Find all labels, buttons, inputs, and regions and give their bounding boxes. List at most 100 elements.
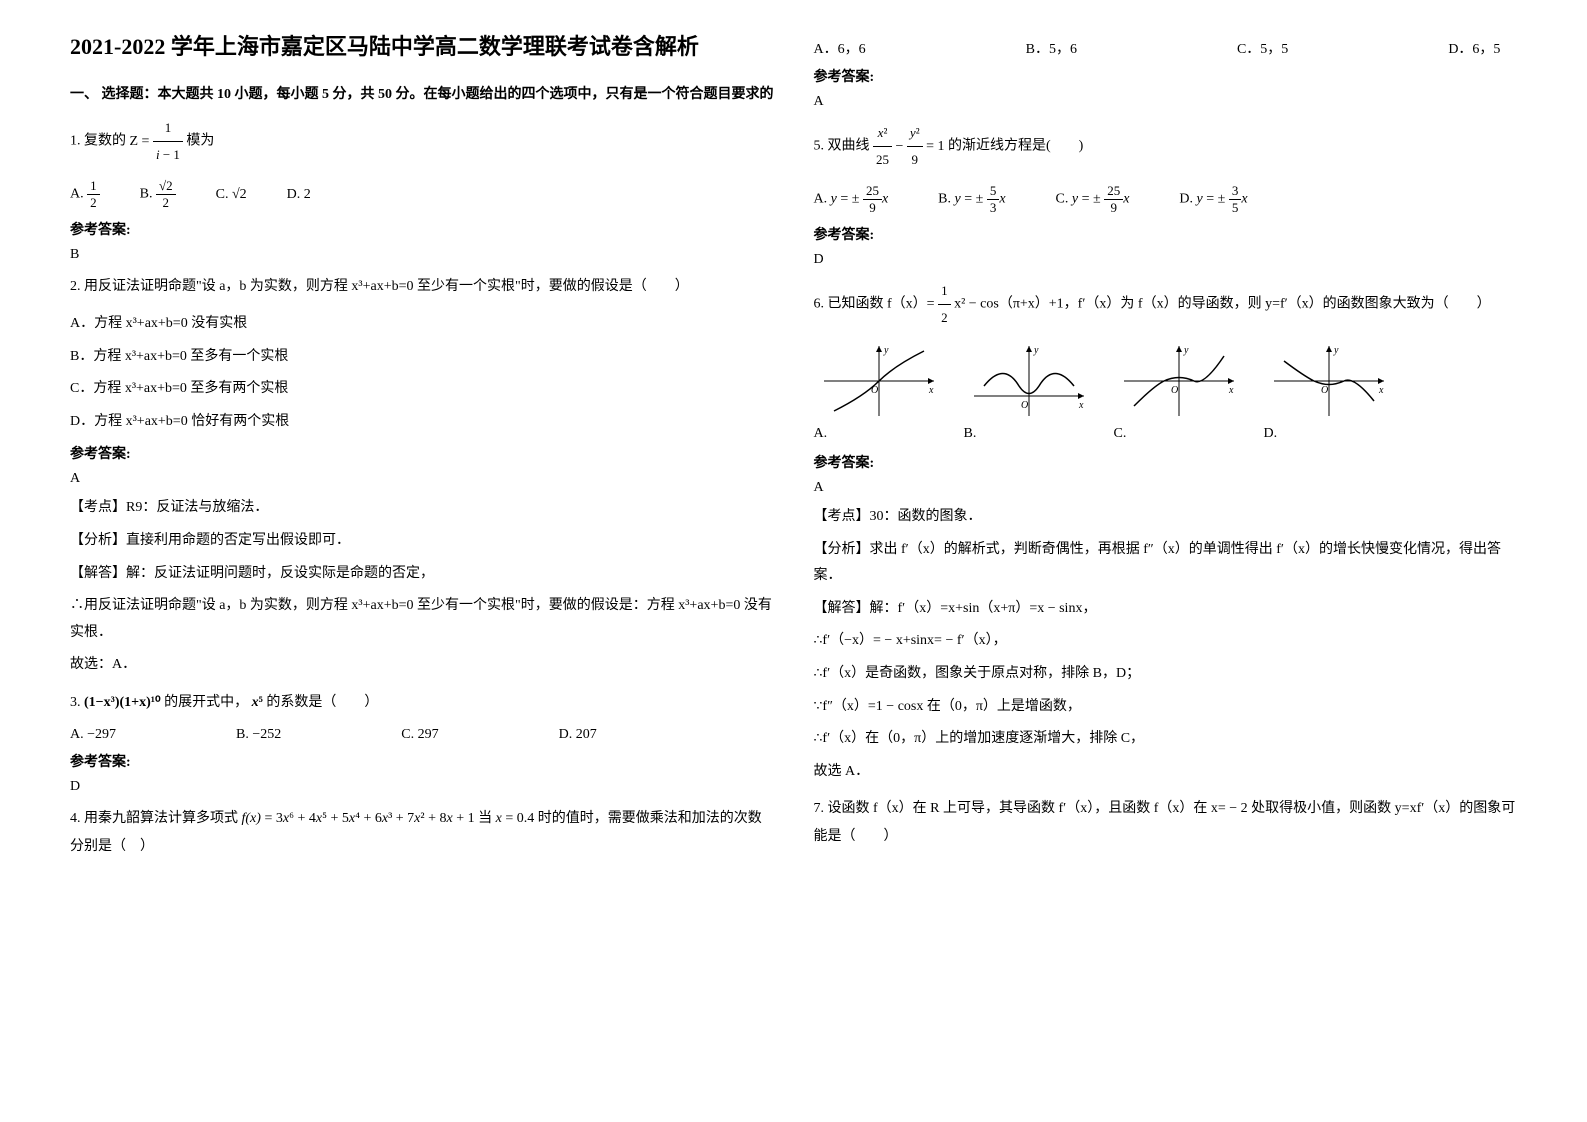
q6-optC: C. bbox=[1114, 426, 1244, 442]
question-6: 6. 已知函数 f（x）= 12 x² − cos（π+x）+1，f′（x）为 … bbox=[814, 278, 1518, 331]
q6-graphs: O x y A. O x y B. bbox=[814, 341, 1518, 442]
q5-optA: A. y = ± 259x bbox=[814, 183, 889, 216]
q3-pre: 3. bbox=[70, 695, 81, 710]
q6-frac: 12 bbox=[938, 278, 951, 331]
svg-text:x: x bbox=[928, 385, 934, 396]
q4-optA: A．6，6 bbox=[814, 38, 866, 58]
q6-a4: ∴f′（−x）= − x+sinx= − f′（x）， bbox=[814, 628, 1518, 655]
q5-options: A. y = ± 259x B. y = ± 53x C. y = ± 259x… bbox=[814, 183, 1518, 216]
svg-text:O: O bbox=[1171, 385, 1178, 396]
q3-optA: A. −297 bbox=[70, 727, 116, 743]
svg-text:O: O bbox=[1021, 400, 1028, 411]
q3-optC: C. 297 bbox=[401, 727, 438, 743]
svg-text:O: O bbox=[1321, 385, 1328, 396]
svg-text:x: x bbox=[1078, 400, 1084, 411]
q6-graphB: O x y B. bbox=[964, 341, 1094, 442]
q3-formula: (1−x³)(1+x)¹⁰ bbox=[84, 695, 161, 710]
svg-text:y: y bbox=[883, 345, 889, 356]
question-7: 7. 设函数 f（x）在 R 上可导，其导函数 f′（x），且函数 f（x）在 … bbox=[814, 795, 1518, 851]
q1-optB: B. √22 bbox=[140, 178, 176, 211]
q4-mid: 当 bbox=[478, 811, 492, 826]
q2-a5: 故选：A． bbox=[70, 652, 774, 679]
q1-stem-pre: 1. 复数的 bbox=[70, 134, 126, 149]
q3-optB: B. −252 bbox=[236, 727, 281, 743]
q2-answer-label: 参考答案: bbox=[70, 443, 774, 463]
graph-d-svg: O x y bbox=[1264, 341, 1394, 421]
q2-optC: C．方程 x³+ax+b=0 至多有两个实根 bbox=[70, 376, 774, 403]
q3-term: x⁵ bbox=[252, 695, 263, 710]
q5-post: 的渐近线方程是( ) bbox=[948, 139, 1083, 154]
q2-a3: 【解答】解：反证法证明问题时，反设实际是命题的否定， bbox=[70, 561, 774, 588]
q5-answer-label: 参考答案: bbox=[814, 224, 1518, 244]
q2-answer: A bbox=[70, 471, 774, 487]
right-column: A．6，6 B．5，6 C．5，5 D．6，5 参考答案: A 5. 双曲线 x… bbox=[794, 30, 1538, 1092]
q5-optD: D. y = ± 35x bbox=[1179, 183, 1247, 216]
q6-graphC: O x y C. bbox=[1114, 341, 1244, 442]
graph-c-svg: O x y bbox=[1114, 341, 1244, 421]
question-2: 2. 用反证法证明命题"设 a，b 为实数，则方程 x³+ax+b=0 至少有一… bbox=[70, 273, 774, 301]
q4-answer-label: 参考答案: bbox=[814, 66, 1518, 86]
graph-a-svg: O x y bbox=[814, 341, 944, 421]
q6-pre: 6. 已知函数 f（x）= bbox=[814, 297, 935, 312]
exam-title: 2021-2022 学年上海市嘉定区马陆中学高二数学理联考试卷含解析 bbox=[70, 30, 774, 63]
q3-mid: 的展开式中， bbox=[164, 695, 248, 710]
q6-graphA: O x y A. bbox=[814, 341, 944, 442]
graph-b-svg: O x y bbox=[964, 341, 1094, 421]
q1-answer: B bbox=[70, 247, 774, 263]
q1-optC: C. √2 bbox=[216, 187, 247, 203]
q3-answer-label: 参考答案: bbox=[70, 751, 774, 771]
q2-a2: 【分析】直接利用命题的否定写出假设即可． bbox=[70, 528, 774, 555]
q6-answer-label: 参考答案: bbox=[814, 452, 1518, 472]
q3-post: 的系数是（ ） bbox=[266, 695, 378, 710]
q1-optA: A. 12 bbox=[70, 178, 100, 211]
q4-xval: x = 0.4 bbox=[496, 811, 535, 826]
q5-answer: D bbox=[814, 252, 1518, 268]
q5-optC: C. y = ± 259x bbox=[1056, 183, 1130, 216]
q6-a7: ∴f′（x）在（0，π）上的增加速度逐渐增大，排除 C， bbox=[814, 726, 1518, 753]
q4-optD: D．6，5 bbox=[1448, 38, 1500, 58]
q6-graphD: O x y D. bbox=[1264, 341, 1394, 442]
q1-optD: D. 2 bbox=[287, 187, 311, 203]
svg-text:x: x bbox=[1378, 385, 1384, 396]
q1-formula: Z = 1i − 1 bbox=[130, 134, 183, 149]
q2-optB: B．方程 x³+ax+b=0 至多有一个实根 bbox=[70, 344, 774, 371]
q4-optB: B．5，6 bbox=[1026, 38, 1077, 58]
q6-a3: 【解答】解：f′（x）=x+sin（x+π）=x − sinx， bbox=[814, 596, 1518, 623]
q2-optA: A．方程 x³+ax+b=0 没有实根 bbox=[70, 311, 774, 338]
q4-pre: 4. 用秦九韶算法计算多项式 bbox=[70, 811, 238, 826]
q4-answer: A bbox=[814, 94, 1518, 110]
q4-optC: C．5，5 bbox=[1237, 38, 1288, 58]
q1-answer-label: 参考答案: bbox=[70, 219, 774, 239]
q5-optB: B. y = ± 53x bbox=[938, 183, 1005, 216]
q6-optB: B. bbox=[964, 426, 1094, 442]
q3-answer: D bbox=[70, 779, 774, 795]
q2-a1: 【考点】R9：反证法与放缩法． bbox=[70, 495, 774, 522]
question-5: 5. 双曲线 x²25 − y²9 = 1 的渐近线方程是( ) bbox=[814, 120, 1518, 173]
svg-text:y: y bbox=[1033, 345, 1039, 356]
section1-header: 一、 选择题：本大题共 10 小题，每小题 5 分，共 50 分。在每小题给出的… bbox=[70, 83, 774, 103]
q2-a4: ∴用反证法证明命题"设 a，b 为实数，则方程 x³+ax+b=0 至少有一个实… bbox=[70, 593, 774, 646]
svg-text:x: x bbox=[1228, 385, 1234, 396]
q6-a5: ∴f′（x）是奇函数，图象关于原点对称，排除 B，D； bbox=[814, 661, 1518, 688]
svg-text:y: y bbox=[1333, 345, 1339, 356]
q4-formula: f(x) = 3x⁶ + 4x⁵ + 5x⁴ + 6x³ + 7x² + 8x … bbox=[242, 811, 475, 826]
q2-optD: D．方程 x³+ax+b=0 恰好有两个实根 bbox=[70, 409, 774, 436]
svg-text:y: y bbox=[1183, 345, 1189, 356]
question-3: 3. (1−x³)(1+x)¹⁰ 的展开式中， x⁵ 的系数是（ ） bbox=[70, 689, 774, 717]
q5-formula: x²25 − y²9 = 1 bbox=[873, 139, 945, 154]
q6-optD: D. bbox=[1264, 426, 1394, 442]
q6-optA: A. bbox=[814, 426, 944, 442]
q6-a1: 【考点】30：函数的图象． bbox=[814, 504, 1518, 531]
q4-options: A．6，6 B．5，6 C．5，5 D．6，5 bbox=[814, 38, 1518, 58]
q5-pre: 5. 双曲线 bbox=[814, 139, 870, 154]
q3-optD: D. 207 bbox=[559, 727, 597, 743]
q6-answer: A bbox=[814, 480, 1518, 496]
q6-post: x² − cos（π+x）+1，f′（x）为 f（x）的导函数，则 y=f′（x… bbox=[954, 297, 1491, 312]
q3-options: A. −297 B. −252 C. 297 D. 207 bbox=[70, 727, 774, 743]
q6-a8: 故选 A． bbox=[814, 759, 1518, 786]
question-4: 4. 用秦九韶算法计算多项式 f(x) = 3x⁶ + 4x⁵ + 5x⁴ + … bbox=[70, 805, 774, 861]
q6-a6: ∵f″（x）=1 − cosx 在（0，π）上是增函数， bbox=[814, 694, 1518, 721]
left-column: 2021-2022 学年上海市嘉定区马陆中学高二数学理联考试卷含解析 一、 选择… bbox=[50, 30, 794, 1092]
q1-stem-post: 模为 bbox=[186, 134, 214, 149]
q1-options: A. 12 B. √22 C. √2 D. 2 bbox=[70, 178, 774, 211]
